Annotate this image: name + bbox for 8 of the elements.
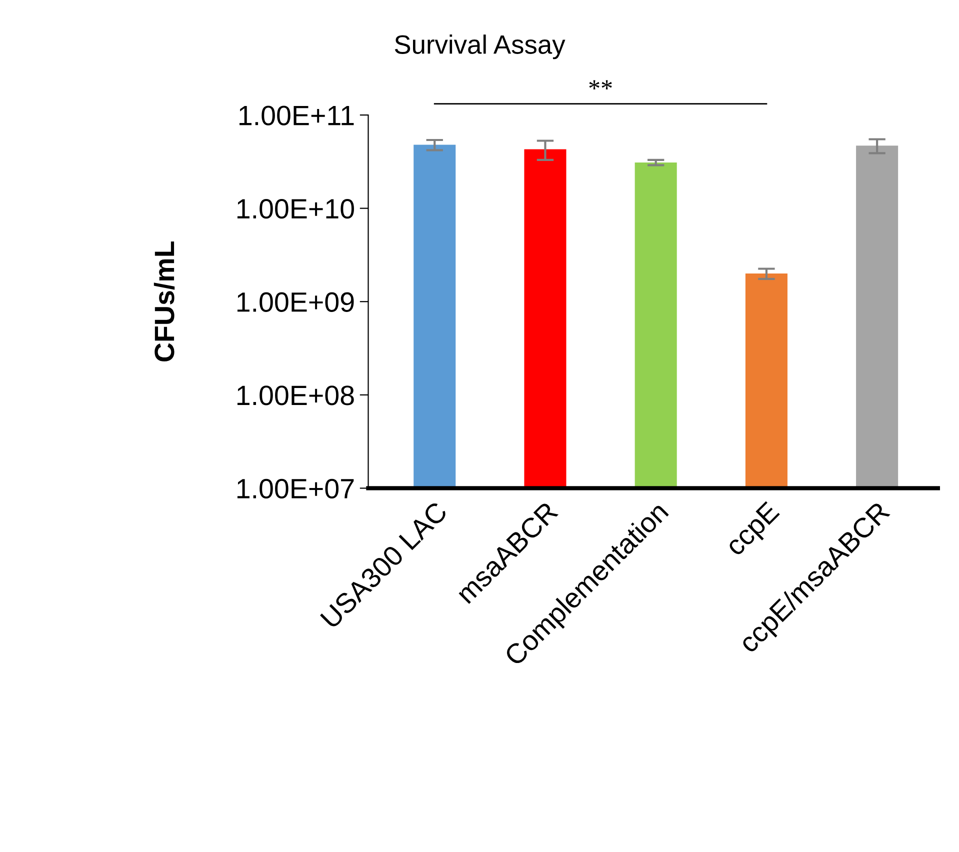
y-tick-label: 1.00E+09: [237, 292, 354, 312]
chart-title: Survival Assay: [394, 34, 566, 60]
y-tick-label: 1.00E+07: [237, 478, 354, 499]
y-tick-label: 1.00E+11: [240, 106, 354, 126]
y-tick-label: 1.00E+08: [237, 386, 354, 406]
text: **: [589, 80, 612, 90]
y-tick-label: 1.00E+10: [237, 198, 354, 219]
y-axis-title: CFUs/mL: [154, 242, 175, 362]
